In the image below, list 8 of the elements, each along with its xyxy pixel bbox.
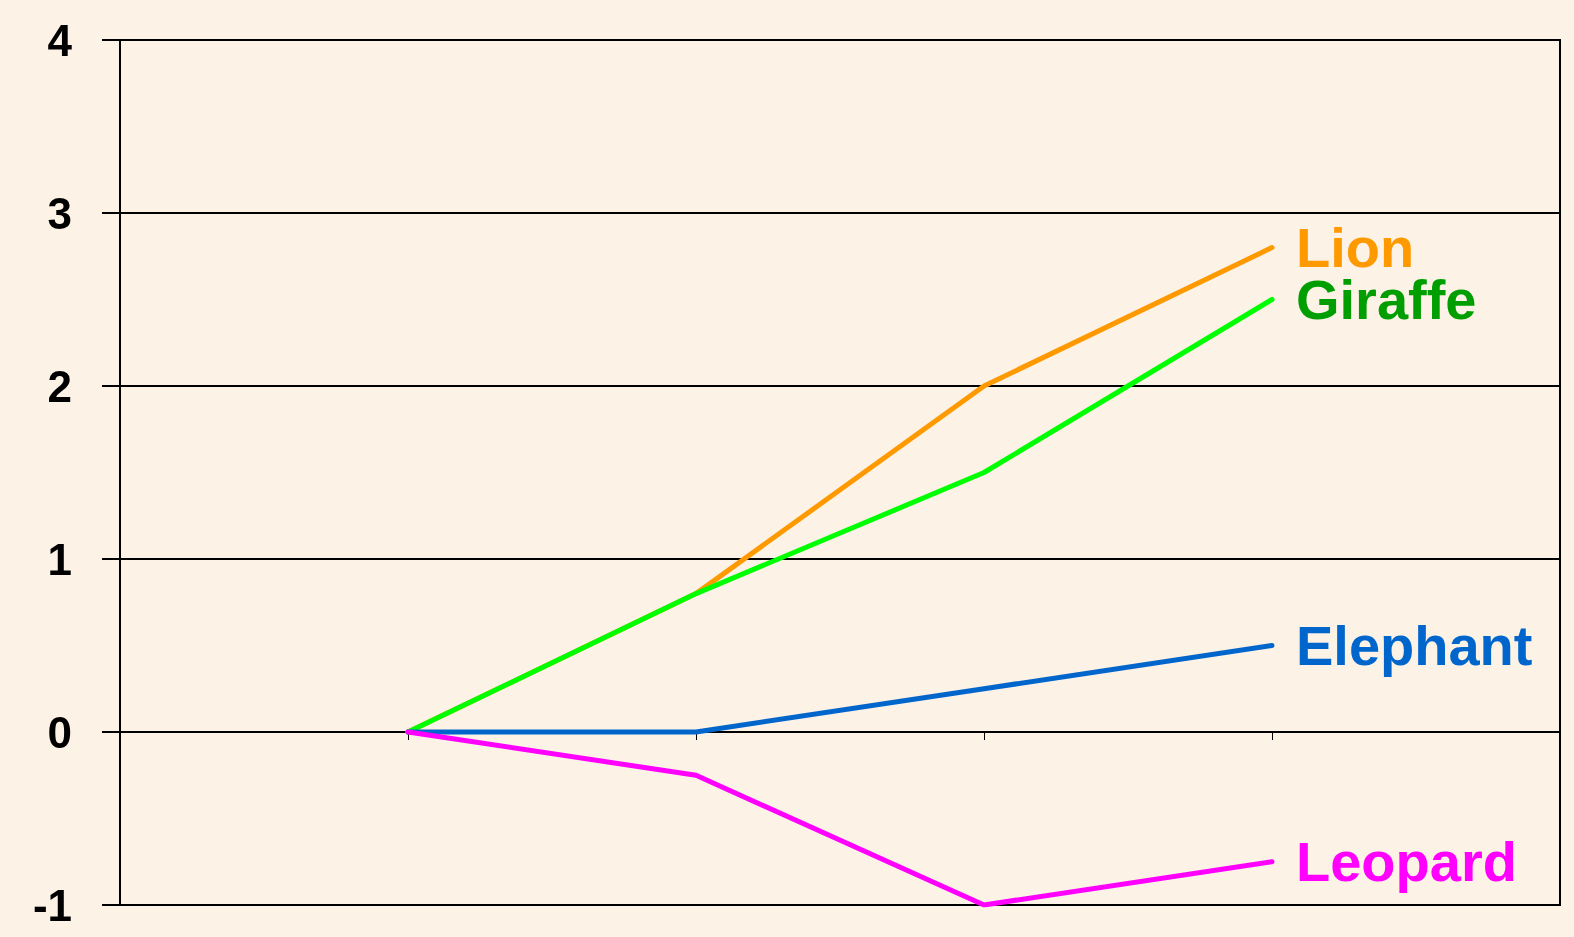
y-tick-label: -1	[32, 880, 72, 930]
series-label: Leopard	[1296, 830, 1517, 894]
y-tick-label: 1	[47, 534, 72, 584]
y-tick-label: 4	[47, 15, 73, 65]
series-label: Elephant	[1296, 614, 1533, 677]
y-tick-label: 0	[47, 707, 72, 757]
y-tick-label: 3	[47, 188, 72, 238]
y-tick-label: 2	[47, 361, 72, 411]
